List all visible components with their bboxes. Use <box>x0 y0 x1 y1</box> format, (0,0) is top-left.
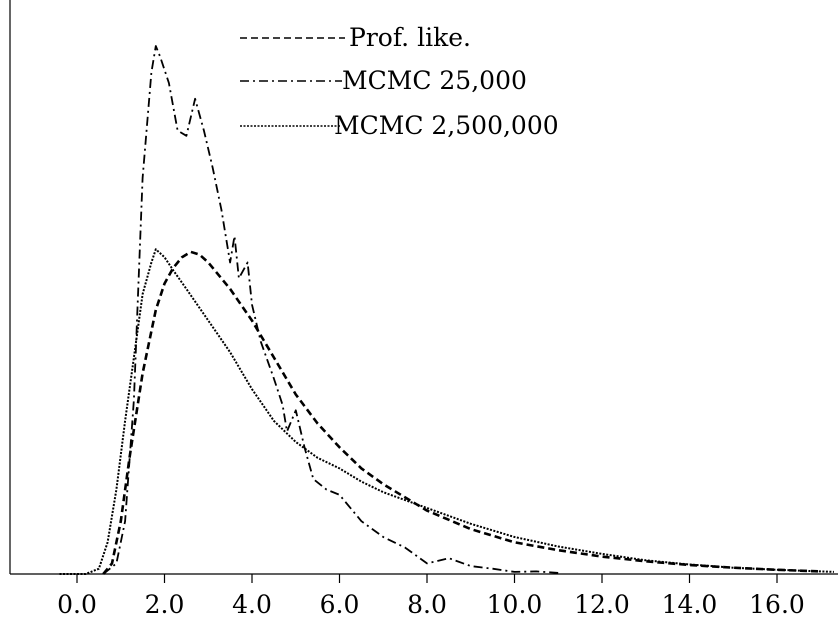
x-axis-ticks: 0.0 2.0 4.0 6.0 8.0 10.0 12.0 14.0 16.0 <box>57 574 805 619</box>
x-tick-label: 6.0 <box>320 590 360 619</box>
x-tick-label: 12.0 <box>574 590 630 619</box>
legend-label-2: MCMC 25,000 <box>342 66 527 95</box>
x-tick-label: 16.0 <box>749 590 805 619</box>
x-tick-label: 2.0 <box>145 590 185 619</box>
series-layer <box>59 45 834 575</box>
series-line-2 <box>102 45 559 575</box>
series-line-1 <box>102 250 821 575</box>
x-tick-label: 8.0 <box>407 590 447 619</box>
legend-label-1: Prof. like. <box>349 23 471 52</box>
x-tick-label: 14.0 <box>662 590 718 619</box>
x-tick-label: 0.0 <box>57 590 97 619</box>
legend: Prof. like. MCMC 25,000 MCMC 2,500,000 <box>240 23 559 140</box>
x-tick-label: 10.0 <box>487 590 543 619</box>
x-tick-label: 4.0 <box>232 590 272 619</box>
series-line-3 <box>59 248 834 575</box>
legend-label-3: MCMC 2,500,000 <box>334 111 559 140</box>
